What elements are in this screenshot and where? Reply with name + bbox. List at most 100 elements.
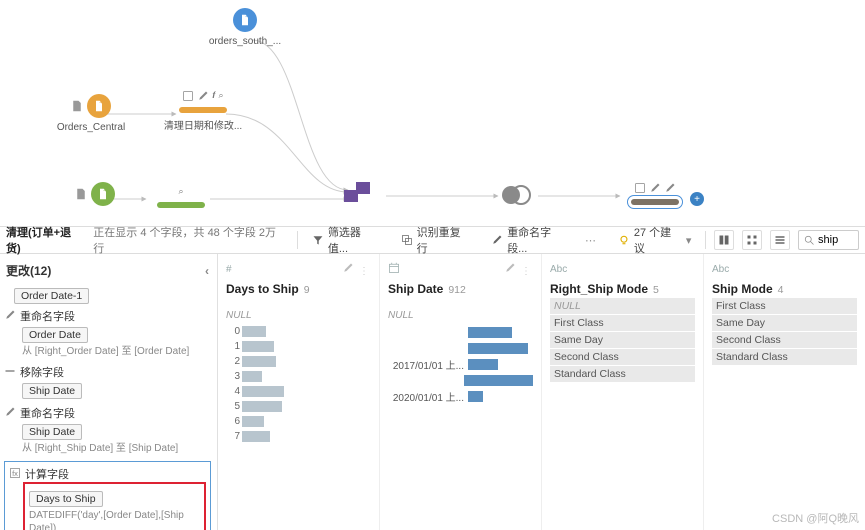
change-item[interactable]: 重命名字段 Ship Date 从 [Right_Ship Date] 至 [S… (4, 405, 211, 455)
field-name[interactable]: Days to Ship9 (226, 282, 371, 296)
histogram-row[interactable]: 6 (226, 414, 371, 429)
filter-label: 筛选器值... (328, 224, 381, 256)
field-name[interactable]: Ship Date912 (388, 282, 533, 296)
histogram-row[interactable]: 1 (226, 339, 371, 354)
filter-icon (312, 234, 324, 246)
profile-card[interactable]: Abc Ship Mode4 First ClassSame DaySecond… (704, 254, 865, 530)
null-label: NULL (388, 310, 533, 321)
step-badges: ⌕ (178, 186, 183, 197)
histogram-row[interactable]: 7 (226, 429, 371, 444)
value-row[interactable]: Second Class (550, 349, 695, 365)
change-field-chip[interactable]: Days to Ship (29, 491, 103, 507)
more-menu[interactable]: ⋯ (585, 234, 596, 247)
histogram-row[interactable]: 3 (226, 369, 371, 384)
step-subtitle: 正在显示 4 个字段，共 48 个字段 2万 行 (93, 224, 289, 256)
field-type-icon: Abc (712, 264, 729, 275)
step-badges: 𝒇⌕ (182, 90, 223, 102)
search-icon (803, 234, 815, 246)
step-title: 清理(订单+退货) (6, 224, 85, 256)
change-item[interactable]: 重命名字段 Order Date 从 [Right_Order Date] 至 … (4, 308, 211, 358)
change-desc: 从 [Right_Ship Date] 至 [Ship Date] (22, 442, 211, 455)
field-name[interactable]: Ship Mode4 (712, 282, 857, 296)
change-title[interactable]: 重命名字段 (4, 405, 211, 421)
step-badges (634, 182, 676, 194)
bulb-icon (618, 234, 630, 246)
lower-pane: 更改(12) ‹ Order Date-1 重命名字段 Order Date 从… (0, 254, 865, 530)
value-row[interactable]: Same Day (550, 332, 695, 348)
node-label: 清理日期和修改... (164, 117, 242, 132)
value-row[interactable]: First Class (712, 298, 857, 314)
sheet-icon (71, 100, 83, 112)
date-bar-row[interactable] (388, 372, 533, 388)
search-input[interactable] (818, 234, 854, 246)
node-extra-input[interactable] (50, 182, 140, 206)
rename-icon (491, 234, 503, 246)
histogram-row[interactable]: 5 (226, 399, 371, 414)
profile-cards: # ⋮ Days to Ship9 NULL 01234567 ⋮ Ship D… (218, 254, 865, 530)
svg-text:fx: fx (12, 469, 18, 478)
clean-step-pill (157, 202, 205, 208)
histogram-row[interactable]: 2 (226, 354, 371, 369)
value-row[interactable]: Standard Class (712, 349, 857, 365)
view-list-button[interactable] (770, 230, 790, 250)
value-row[interactable]: Standard Class (550, 366, 695, 382)
node-orders-central[interactable]: Orders_Central (46, 94, 136, 133)
duplicate-label: 识别重复行 (417, 224, 472, 256)
value-row[interactable]: Same Day (712, 315, 857, 331)
date-bar-row[interactable]: 2020/01/01 上... (388, 388, 533, 404)
date-bar-row[interactable] (388, 340, 533, 356)
change-field-chip[interactable]: Order Date (22, 327, 88, 343)
histogram-row[interactable]: 0 (226, 324, 371, 339)
step-toolbar: 清理(订单+退货) 正在显示 4 个字段，共 48 个字段 2万 行 筛选器值.… (0, 226, 865, 254)
node-orders-south[interactable]: orders_south_... (200, 8, 290, 47)
date-bar-row[interactable]: 2017/01/01 上... (388, 356, 533, 372)
change-title[interactable]: 移除字段 (4, 364, 211, 380)
profile-card[interactable]: # ⋮ Days to Ship9 NULL 01234567 (218, 254, 380, 530)
value-row[interactable]: Second Class (712, 332, 857, 348)
node-union[interactable] (338, 182, 378, 204)
node-clean-selected[interactable] (610, 182, 700, 205)
change-field-chip[interactable]: Ship Date (22, 424, 82, 440)
join-icon (499, 184, 533, 206)
histogram-row[interactable]: 4 (226, 384, 371, 399)
card-actions[interactable]: ⋮ (342, 262, 371, 277)
node-clean-dates[interactable]: 𝒇⌕ 清理日期和修改... (158, 90, 248, 132)
change-desc: DATEDIFF('day',[Order Date],[Ship Date]) (29, 509, 200, 530)
suggestions-label: 27 个建议 (634, 224, 682, 256)
datasource-icon (87, 94, 111, 118)
change-title[interactable]: 重命名字段 (4, 308, 211, 324)
field-name[interactable]: Right_Ship Mode5 (550, 282, 695, 296)
sheet-icon (75, 188, 87, 200)
profile-card[interactable]: Abc Right_Ship Mode5 NULLFirst ClassSame… (542, 254, 704, 530)
value-row[interactable]: First Class (550, 315, 695, 331)
profile-card[interactable]: ⋮ Ship Date912 NULL 2017/01/01 上... 2020/… (380, 254, 542, 530)
clean-step-pill (179, 107, 227, 113)
change-item[interactable]: 移除字段 Ship Date (4, 364, 211, 399)
datasource-icon (91, 182, 115, 206)
change-desc: 从 [Right_Order Date] 至 [Order Date] (22, 345, 211, 358)
collapse-icon[interactable]: ‹ (205, 264, 209, 278)
view-grid-button[interactable] (742, 230, 762, 250)
field-type-icon: Abc (550, 264, 567, 275)
view-profile-button[interactable] (714, 230, 734, 250)
value-row[interactable]: NULL (550, 298, 695, 314)
add-step-button[interactable]: + (690, 192, 704, 206)
node-join[interactable] (494, 184, 538, 206)
node-clean-green[interactable]: ⌕ (136, 186, 226, 208)
change-title[interactable]: fx计算字段 (9, 466, 206, 482)
search-box[interactable] (798, 230, 859, 250)
node-label: Orders_Central (57, 122, 125, 133)
changes-pane[interactable]: 更改(12) ‹ Order Date-1 重命名字段 Order Date 从… (0, 254, 218, 530)
card-actions[interactable]: ⋮ (504, 262, 533, 277)
prev-change-chip[interactable]: Order Date-1 (14, 288, 89, 304)
datasource-icon (233, 8, 257, 32)
date-bar-row[interactable] (388, 324, 533, 340)
null-label: NULL (226, 310, 371, 321)
flow-canvas[interactable]: orders_south_... Orders_Central 𝒇⌕ 清理日期和… (0, 0, 865, 226)
field-type-icon: # (226, 264, 232, 275)
changes-title: 更改(12) (6, 262, 51, 279)
change-field-chip[interactable]: Ship Date (22, 383, 82, 399)
change-item[interactable]: fx计算字段 Days to Ship DATEDIFF('day',[Order … (4, 461, 211, 530)
clean-step-pill (631, 199, 679, 205)
union-icon (344, 182, 372, 204)
